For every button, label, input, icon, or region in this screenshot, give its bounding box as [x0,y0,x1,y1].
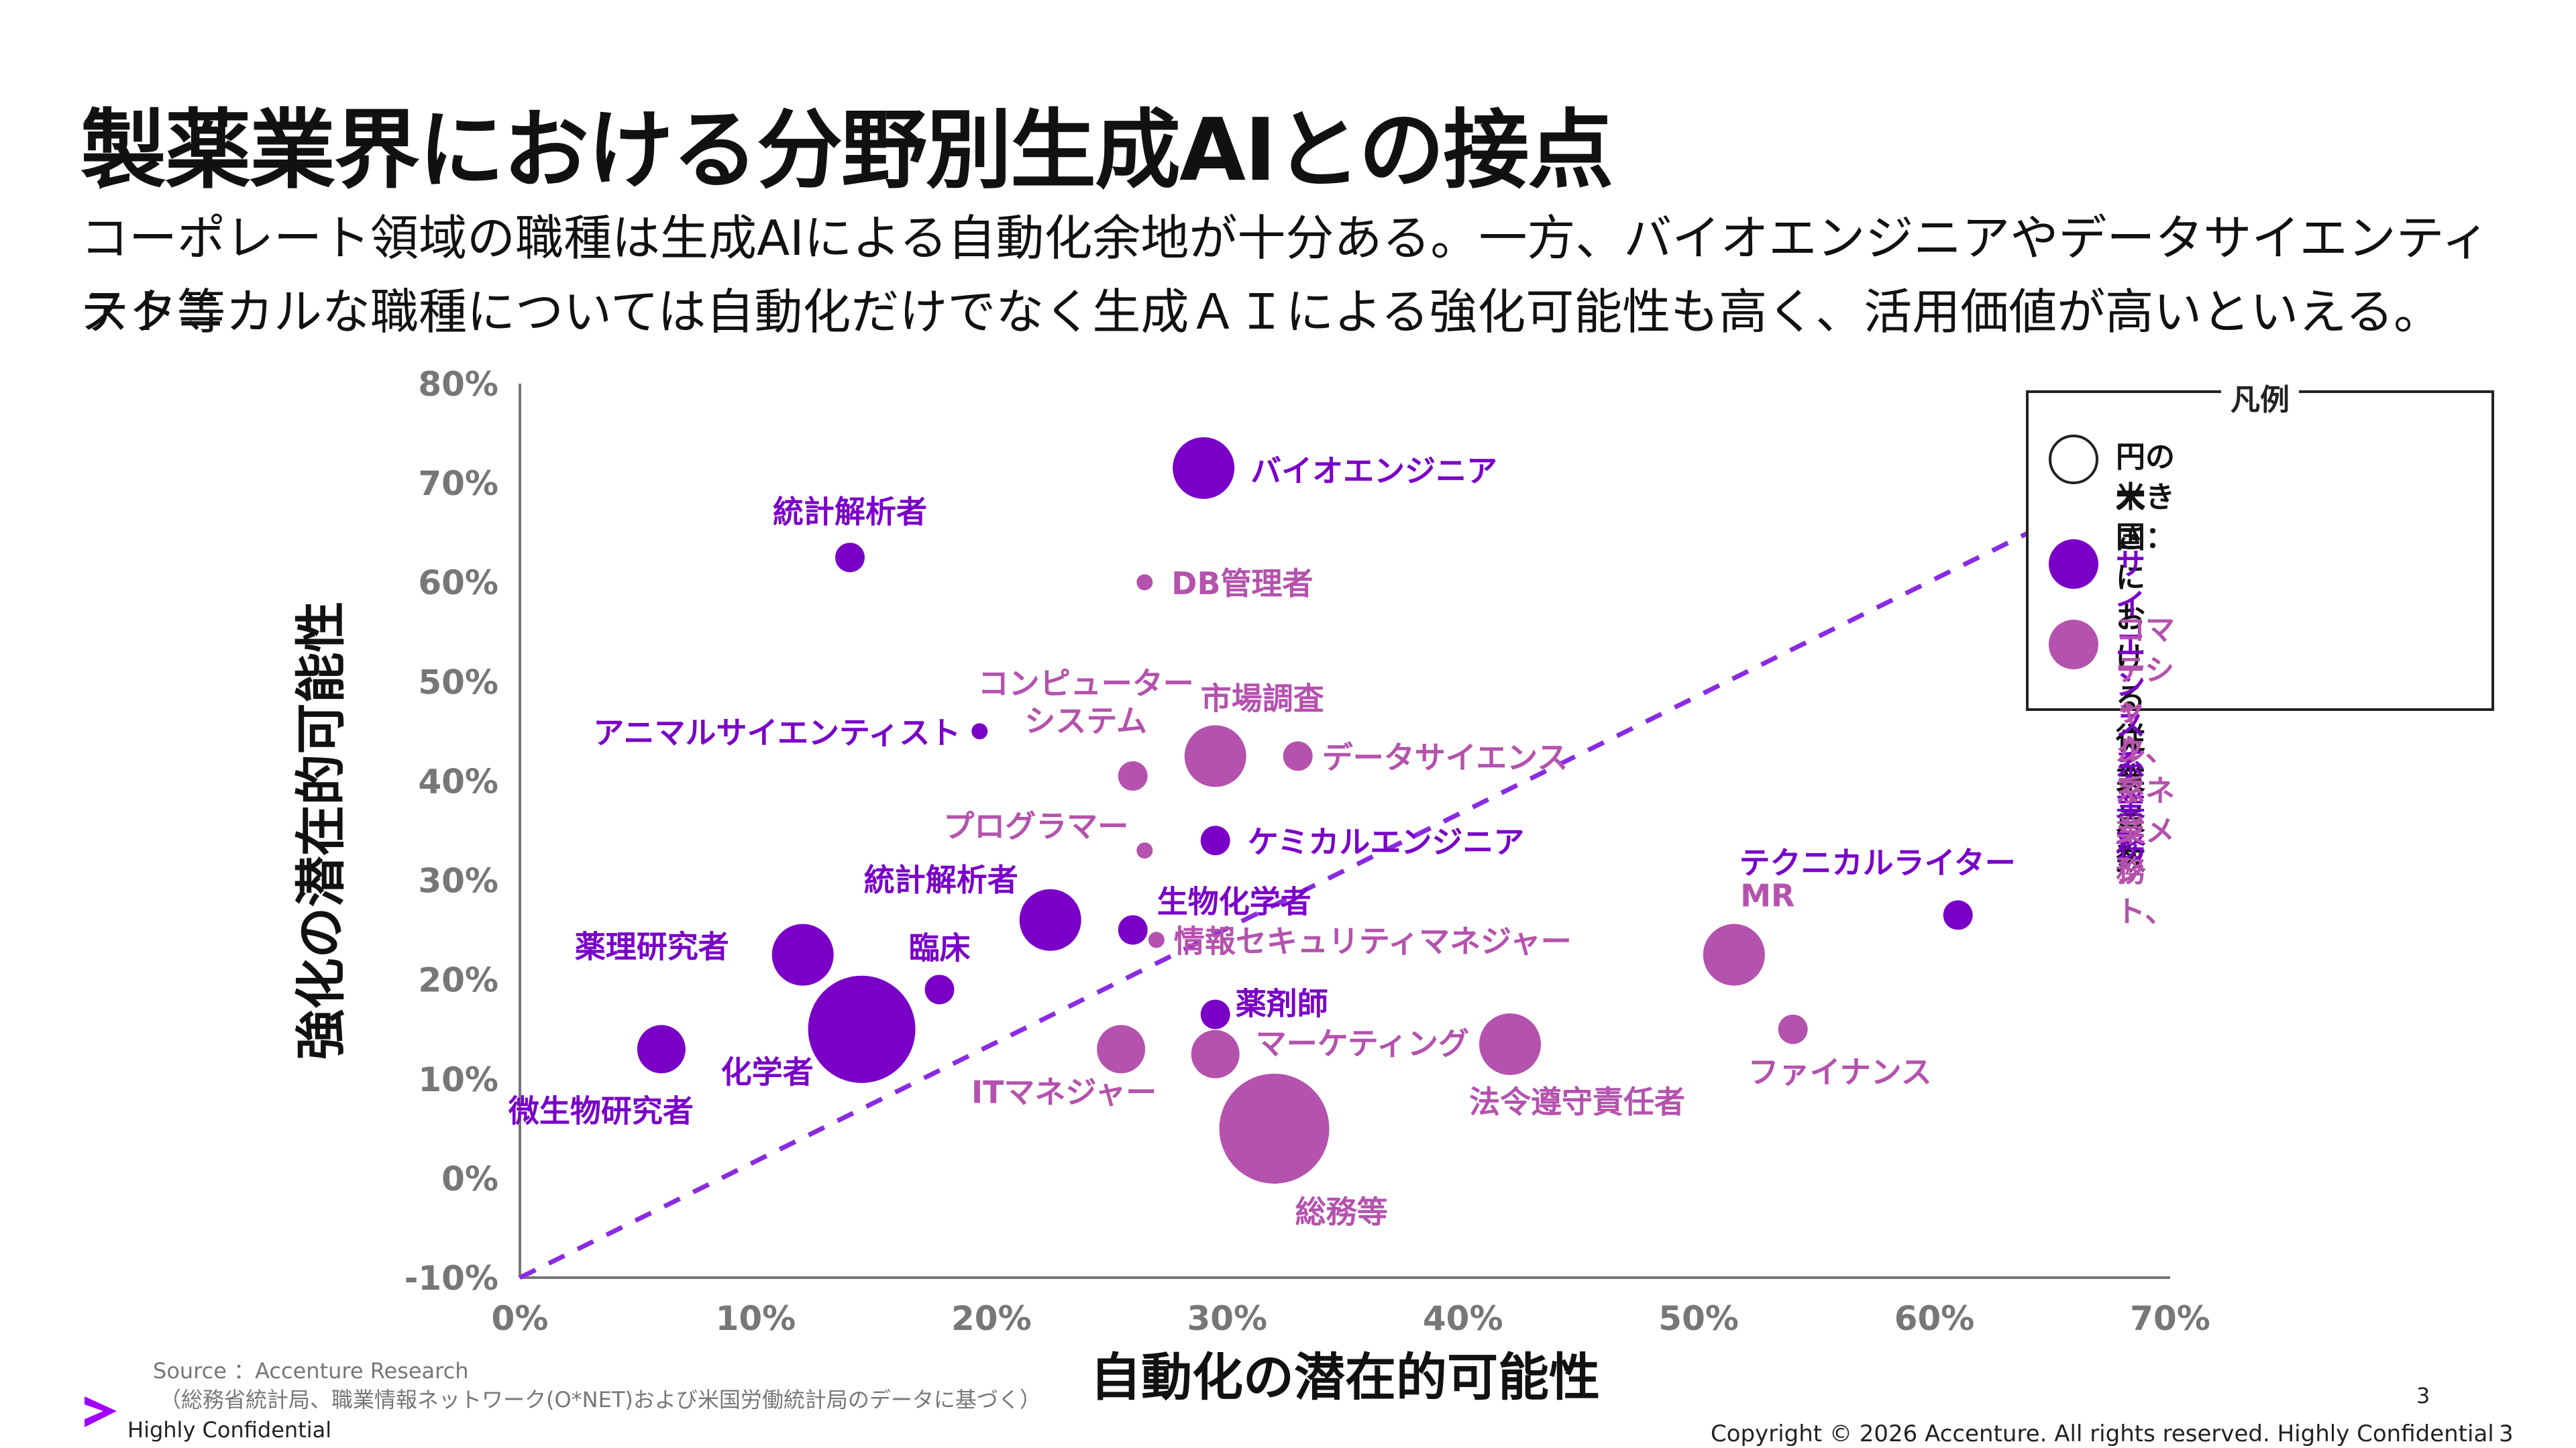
bubble-label: MR [1740,878,1794,914]
bubble-label: 法令遵守責任者 [1469,1084,1685,1120]
confidential-label: Highly Confidential [127,1417,332,1443]
page-number: 3 [2416,1383,2430,1408]
y-tick-label: 0% [441,1160,498,1199]
bubble-label: 臨床 [909,930,971,966]
y-tick-label: 30% [418,862,498,901]
legend: 凡例 円の大きさ： 米国における従業員数 サイエンス系業務 コマーシャル、マネジ… [2026,376,2494,929]
subtitle-line-2: テクニカルな職種については自動化だけでなく生成ＡＩによる強化可能性も高く、活用価… [80,284,2443,340]
x-tick-label: 40% [1423,1299,1503,1338]
y-axis-title: 強化の潜在的可能性 [291,602,351,1060]
y-tick-label: 40% [418,762,498,801]
bubble-label: システム [1024,703,1147,739]
bubble-point [924,974,955,1005]
y-tick-label: 70% [418,464,498,503]
y-tick-label: 50% [418,663,498,702]
bubble-point [1118,761,1148,791]
bubble-point [1219,1073,1330,1184]
page-title: 製薬業界における分野別生成AIとの接点 [80,101,1613,201]
x-axis-title: 自動化の潜在的可能性 [1090,1347,1600,1407]
bubble-label: テクニカルライター [1739,844,2016,881]
page-number-right: 3 [2499,1421,2514,1447]
bubble-point [971,723,988,740]
bubble-point [1148,932,1165,948]
bubble-point [1943,900,1973,930]
bubble-label: アニマルサイエンティスト [593,714,961,750]
bubble-label: 薬剤師 [1236,986,1328,1022]
y-tick-label: -10% [405,1259,498,1298]
y-tick-label: 10% [418,1060,498,1099]
bubble-label: 化学者 [721,1054,814,1091]
bubble-point [1097,1025,1146,1074]
legend-size-note-1: 円の大きさ： [2116,440,2175,555]
source-detail: （総務省統計局、職業情報ネットワーク(O*NET)および米国労働統計局のデータに… [160,1387,1041,1412]
bubble-label: 微生物研究者 [508,1093,694,1129]
x-tick-label: 30% [1187,1299,1267,1338]
bubble-point [1019,889,1081,951]
bubble-point [1173,437,1235,499]
accenture-logo-icon [85,1396,117,1427]
x-tick-label: 50% [1658,1299,1739,1338]
bubble-point [771,924,834,986]
bubble-point [1703,924,1765,986]
bubble-label: DB管理者 [1171,565,1313,602]
x-tick-label: 20% [951,1299,1032,1338]
bubble-label: 統計解析者 [773,494,927,530]
bubble-point [1283,741,1313,771]
y-tick-label: 80% [418,365,498,404]
legend-size-note-2: 米国における従業員数 [2116,480,2145,877]
bubble-point [1136,842,1153,859]
subtitle-line-1: コーポレート領域の職種は生成AIによる自動化余地が十分ある。一方、バイオエンジニ… [80,210,2490,340]
legend-title: 凡例 [2221,376,2299,419]
bubble-point [1778,1014,1808,1044]
diagonal-reference-line [519,531,2030,1280]
bubble-label: コンピューター [978,665,1194,702]
bubble-label: ケミカルエンジニア [1248,824,1525,860]
source-note: Source ：Accenture Research [153,1358,469,1384]
legend-commercial-label-2: テック系業務 [2116,653,2145,889]
bubble-label: 薬理研究者 [575,929,729,965]
bubble-label: データサイエンス [1322,739,1568,775]
bubble-point [808,975,916,1083]
bubble-label: 市場調査 [1201,680,1324,716]
x-tick-label: 0% [492,1299,549,1338]
bubble-label: マーケティング [1256,1025,1469,1062]
legend-size-circle-icon [2049,435,2098,484]
x-tick-label: 60% [1894,1299,1975,1338]
bubble-label: プログラマー [943,808,1128,844]
bubble-label: 情報セキュリティマネジャー [1174,923,1572,959]
bubble-point [1118,915,1148,945]
x-tick-label: 10% [716,1299,796,1338]
legend-science-swatch-icon [2049,539,2098,589]
bubble-point [637,1025,686,1074]
bubble-point [1136,574,1153,591]
bubble-label: バイオエンジニア [1250,453,1497,489]
bubble-point [1184,725,1246,787]
legend-commercial-swatch-icon [2049,620,2098,669]
bubble-point [1479,1013,1541,1075]
bubble-label: 生物化学者 [1157,884,1311,920]
bubble-point [835,543,865,573]
y-tick-label: 20% [418,961,498,1000]
bubble-label: ファイナンス [1748,1054,1932,1091]
bubble-label: 総務等 [1295,1194,1388,1230]
copyright-text: Copyright © 2026 Accenture. All rights r… [1711,1421,2494,1447]
bubble-point [1191,1029,1240,1078]
bubble-label: ITマネジャー [971,1074,1157,1110]
bubble-label: 統計解析者 [864,862,1018,898]
legend-commercial-label-1: コマーシャル、マネジメント、 [2116,613,2175,929]
legend-science-label: サイエンス系業務 [2116,547,2145,863]
bubble-point [1200,999,1230,1029]
y-tick-label: 60% [418,563,498,602]
x-tick-label: 70% [2130,1299,2210,1338]
bubble-point [1200,826,1230,856]
